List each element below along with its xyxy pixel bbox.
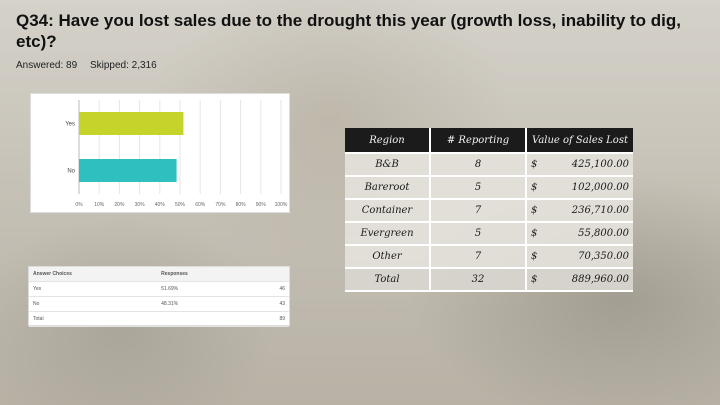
category-label: Yes — [65, 122, 75, 128]
region-cell: Bareroot — [345, 177, 431, 200]
table-row: Total 89 — [29, 311, 289, 327]
currency-symbol: $ — [531, 274, 538, 285]
x-tick-label: 0% — [75, 202, 83, 208]
total-value-cell: $889,960.00 — [527, 269, 633, 292]
x-tick-label: 90% — [256, 202, 267, 208]
table-row: Bareroot 5 $102,000.00 — [345, 177, 633, 200]
bar — [79, 112, 184, 135]
table-row: Evergreen 5 $55,800.00 — [345, 223, 633, 246]
answer-choices-table: Answer Choices Responses Yes 51.69% 46 N… — [29, 267, 289, 327]
value-cell: $102,000.00 — [527, 177, 633, 200]
x-tick-label: 60% — [195, 202, 206, 208]
answer-response: 48.31% — [157, 296, 252, 312]
x-tick-label: 50% — [175, 202, 186, 208]
region-cell: Evergreen — [345, 223, 431, 246]
reporting-cell: 5 — [431, 223, 527, 246]
value-amount: 55,800.00 — [578, 228, 629, 239]
page-title: Q34: Have you lost sales due to the drou… — [16, 11, 681, 51]
region-cell: B&B — [345, 154, 431, 177]
answer-total: 89 — [251, 311, 289, 327]
value-amount: 425,100.00 — [571, 159, 629, 170]
x-tick-label: 40% — [155, 202, 166, 208]
table-row: Other 7 $70,350.00 — [345, 246, 633, 269]
reporting-cell: 8 — [431, 154, 527, 177]
currency-symbol: $ — [531, 228, 538, 239]
response-stats: Answered: 89 Skipped: 2,316 — [16, 60, 157, 71]
value-amount: 102,000.00 — [571, 182, 629, 193]
skipped-count: Skipped: 2,316 — [89, 60, 157, 71]
sales-header-value: Value of Sales Lost — [527, 128, 633, 154]
value-amount: 70,350.00 — [578, 251, 629, 262]
total-reporting: 32 — [431, 269, 527, 292]
table-row-total: Total 32 $889,960.00 — [345, 269, 633, 292]
reporting-cell: 7 — [431, 246, 527, 269]
total-label: Total — [345, 269, 431, 292]
x-tick-label: 20% — [114, 202, 125, 208]
answer-count: 43 — [251, 296, 289, 312]
table-row: Yes 51.69% 46 — [29, 281, 289, 297]
sales-header-region: Region — [345, 128, 431, 154]
currency-symbol: $ — [531, 159, 538, 170]
region-cell: Container — [345, 200, 431, 223]
value-amount: 236,710.00 — [571, 205, 629, 216]
x-tick-label: 80% — [236, 202, 247, 208]
answer-choice: No — [29, 296, 158, 312]
category-label: No — [67, 169, 75, 175]
reporting-cell: 7 — [431, 200, 527, 223]
x-tick-label: 70% — [215, 202, 226, 208]
table-row: B&B 8 $425,100.00 — [345, 154, 633, 177]
bar — [79, 159, 177, 182]
sales-header-reporting: # Reporting — [431, 128, 527, 154]
value-cell: $425,100.00 — [527, 154, 633, 177]
answer-choices-panel: Answer Choices Responses Yes 51.69% 46 N… — [28, 266, 290, 327]
table-row: No 48.31% 43 — [29, 296, 289, 312]
value-cell: $55,800.00 — [527, 223, 633, 246]
x-tick-label: 30% — [135, 202, 146, 208]
answer-response: 51.69% — [157, 281, 252, 297]
answer-header-responses: Responses — [157, 267, 252, 282]
answered-count: Answered: 89 — [16, 60, 78, 71]
table-row: Container 7 $236,710.00 — [345, 200, 633, 223]
bar-chart-panel: 0% 10% 20% 30% 40% 50% 60% 70% 80% 90% 100% Yes No — [30, 93, 290, 213]
currency-symbol: $ — [531, 205, 538, 216]
currency-symbol: $ — [531, 182, 538, 193]
reporting-cell: 5 — [431, 177, 527, 200]
answer-choice: Yes — [29, 281, 158, 297]
answer-header-choice: Answer Choices — [29, 267, 158, 282]
value-cell: $236,710.00 — [527, 200, 633, 223]
x-tick-label: 10% — [94, 202, 105, 208]
x-tick-label: 100% — [275, 202, 288, 208]
value-cell: $70,350.00 — [527, 246, 633, 269]
sales-lost-table: Region # Reporting Value of Sales Lost B… — [345, 128, 633, 292]
bar-chart: 0% 10% 20% 30% 40% 50% 60% 70% 80% 90% 100% Yes No — [65, 100, 288, 208]
region-cell: Other — [345, 246, 431, 269]
answer-total-label: Total — [29, 311, 158, 327]
currency-symbol: $ — [531, 251, 538, 262]
answer-count: 46 — [251, 281, 289, 297]
total-value: 889,960.00 — [571, 274, 629, 285]
